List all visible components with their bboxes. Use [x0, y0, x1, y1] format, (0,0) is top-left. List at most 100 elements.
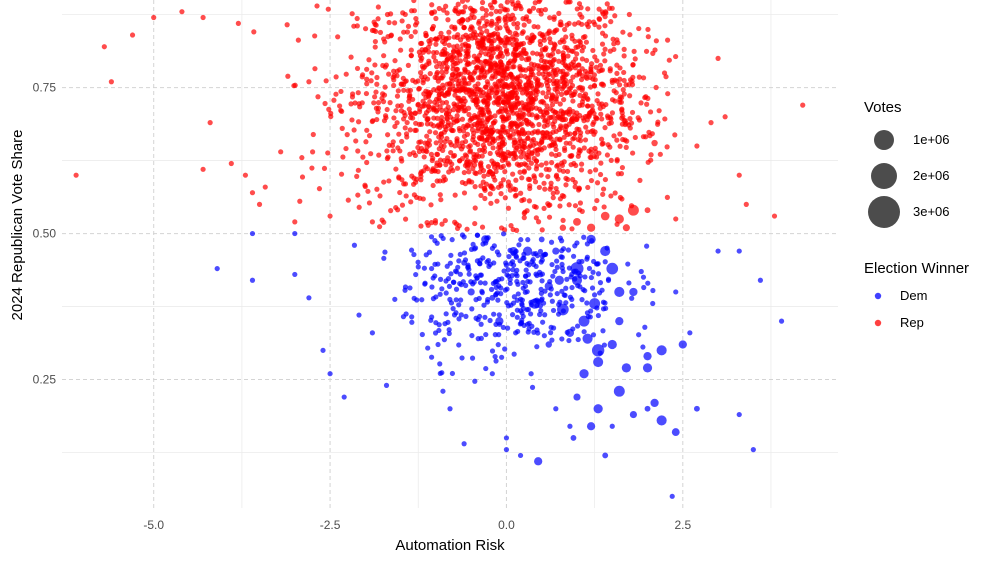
- rep-point: [465, 51, 471, 57]
- rep-point: [459, 0, 466, 4]
- rep-point: [446, 90, 452, 96]
- rep-point: [615, 40, 621, 46]
- rep-point: [614, 137, 620, 143]
- dem-point: [513, 330, 519, 336]
- dem-point: [495, 297, 501, 303]
- dem-point: [306, 295, 312, 301]
- dem-point: [511, 351, 517, 357]
- rep-point: [479, 134, 485, 140]
- rep-point: [514, 32, 520, 38]
- dem-point: [550, 273, 556, 279]
- rep-point: [489, 75, 495, 81]
- rep-point: [539, 227, 545, 233]
- rep-point: [626, 82, 632, 88]
- rep-point: [509, 0, 515, 4]
- rep-point: [620, 29, 626, 35]
- rep-point: [487, 114, 493, 120]
- rep-point: [598, 81, 605, 87]
- dem-point: [327, 371, 333, 377]
- dem-point: [437, 291, 443, 297]
- rep-point: [475, 104, 481, 110]
- dem-point: [413, 271, 419, 278]
- rep-point: [653, 38, 659, 44]
- rep-point: [506, 153, 512, 159]
- dem-point: [558, 254, 564, 260]
- rep-point: [526, 157, 532, 163]
- dem-point: [554, 264, 560, 270]
- rep-point: [544, 79, 550, 86]
- rep-point: [408, 33, 414, 40]
- rep-point: [343, 145, 349, 152]
- rep-point: [399, 18, 405, 24]
- rep-point: [506, 60, 512, 66]
- rep-point: [443, 35, 449, 42]
- dem-point: [502, 346, 508, 352]
- rep-point: [502, 81, 508, 88]
- dem-point: [638, 268, 644, 275]
- rep-point: [614, 158, 620, 164]
- dem-point: [570, 262, 584, 276]
- rep-point: [616, 82, 623, 88]
- dem-point: [453, 310, 459, 316]
- rep-point: [577, 200, 584, 206]
- rep-point: [325, 6, 331, 12]
- rep-point: [397, 36, 403, 42]
- rep-point: [549, 92, 555, 98]
- dem-point: [522, 283, 529, 289]
- rep-point: [395, 88, 401, 94]
- rep-point: [596, 150, 602, 156]
- rep-point: [425, 91, 431, 97]
- rep-point: [568, 78, 574, 84]
- rep-point: [437, 157, 444, 163]
- rep-point: [519, 175, 525, 181]
- rep-point: [465, 43, 471, 49]
- rep-point: [372, 38, 378, 45]
- dem-point: [590, 332, 597, 338]
- rep-point: [596, 101, 602, 107]
- rep-point: [502, 169, 508, 175]
- rep-point: [606, 120, 612, 127]
- rep-point: [541, 205, 547, 212]
- rep-point: [429, 2, 435, 8]
- rep-point: [505, 205, 512, 211]
- dem-point: [510, 300, 517, 306]
- dem-point: [470, 281, 476, 287]
- dem-point: [409, 314, 415, 320]
- color-legend: Election Winner Dem Rep: [864, 260, 969, 337]
- rep-point: [519, 128, 525, 134]
- rep-point: [477, 25, 483, 31]
- rep-point: [612, 98, 618, 104]
- rep-point: [485, 163, 492, 170]
- rep-point: [557, 203, 563, 209]
- rep-point: [466, 111, 472, 118]
- rep-point: [627, 125, 633, 131]
- rep-point: [595, 91, 601, 97]
- rep-point: [568, 153, 574, 159]
- rep-point: [434, 151, 440, 157]
- rep-point: [569, 116, 575, 122]
- rep-point: [513, 46, 519, 52]
- rep-point: [533, 215, 539, 221]
- rep-point: [591, 131, 597, 137]
- rep-point: [406, 98, 412, 104]
- rep-point: [375, 109, 381, 115]
- dem-point: [429, 354, 435, 360]
- rep-point: [458, 146, 465, 152]
- rep-point: [579, 66, 585, 72]
- rep-point: [482, 129, 488, 135]
- dem-point: [489, 294, 496, 301]
- rep-point: [546, 202, 552, 209]
- size-legend-label: 2e+06: [913, 168, 950, 183]
- dem-point: [448, 300, 455, 306]
- rep-point: [432, 217, 439, 224]
- rep-point: [570, 59, 576, 65]
- rep-point: [445, 17, 451, 23]
- rep-point: [355, 90, 361, 96]
- rep-point: [538, 11, 544, 17]
- dem-point: [693, 405, 700, 412]
- rep-point: [452, 92, 458, 98]
- rep-point: [299, 174, 306, 180]
- dem-point: [436, 327, 442, 334]
- rep-point: [450, 153, 456, 159]
- rep-point: [460, 9, 467, 15]
